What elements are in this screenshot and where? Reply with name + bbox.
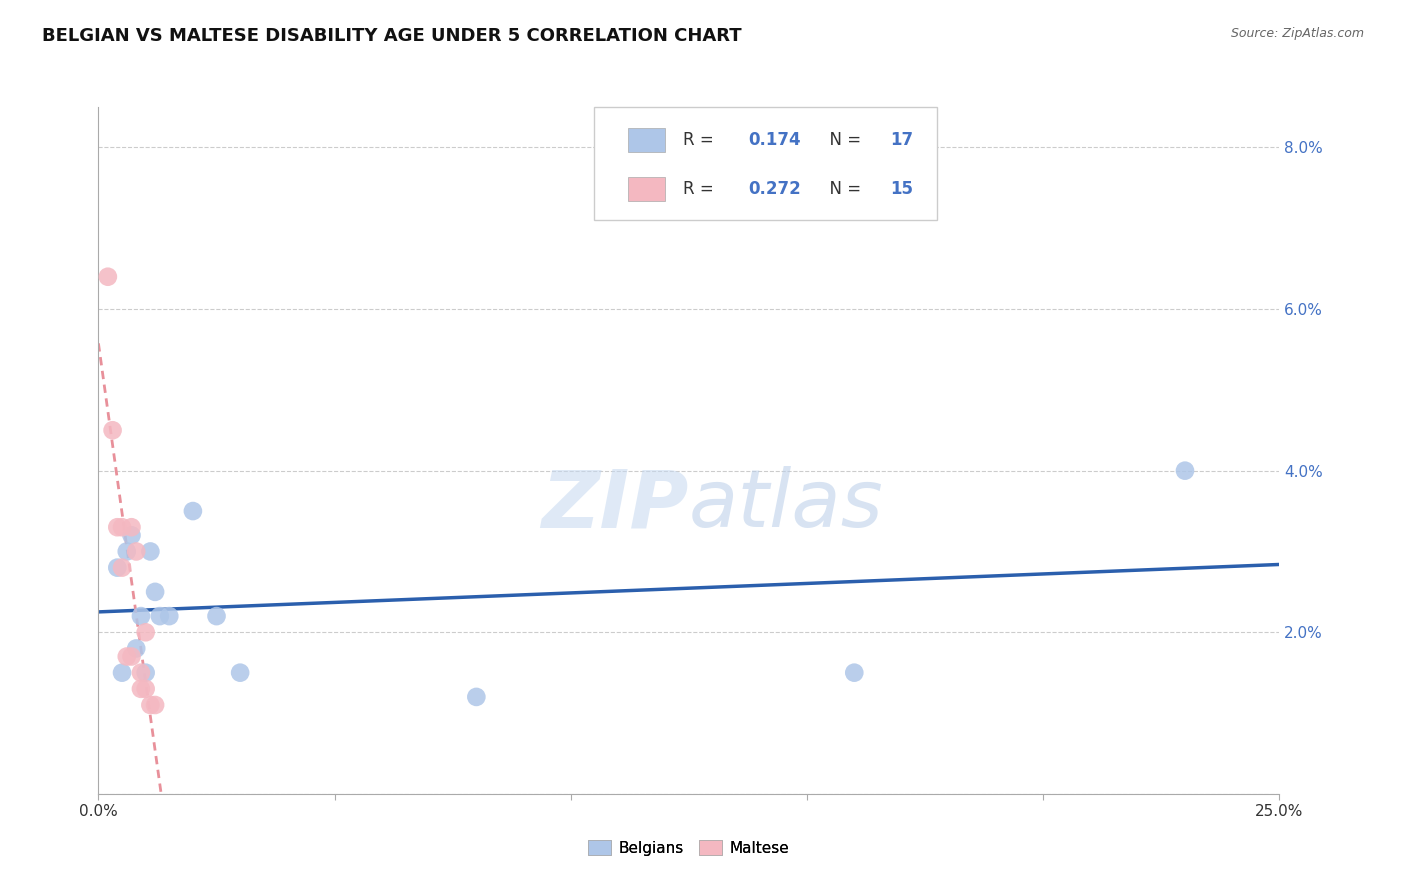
Text: R =: R = xyxy=(683,130,718,149)
Point xyxy=(121,528,143,542)
Point xyxy=(139,698,162,712)
Point xyxy=(115,649,138,664)
Point xyxy=(105,520,128,534)
Text: ZIP: ZIP xyxy=(541,467,689,544)
Point xyxy=(844,665,866,680)
Text: N =: N = xyxy=(818,180,866,198)
Text: R =: R = xyxy=(683,180,718,198)
Point xyxy=(97,269,120,284)
FancyBboxPatch shape xyxy=(627,177,665,201)
Text: N =: N = xyxy=(818,130,866,149)
Point xyxy=(111,665,134,680)
Point xyxy=(101,423,124,437)
Point xyxy=(135,665,157,680)
Point xyxy=(139,544,162,558)
Text: Source: ZipAtlas.com: Source: ZipAtlas.com xyxy=(1230,27,1364,40)
Text: 0.272: 0.272 xyxy=(748,180,801,198)
Point xyxy=(111,560,134,574)
Point xyxy=(125,641,148,656)
Point xyxy=(129,609,152,624)
Point xyxy=(1174,464,1197,478)
Point xyxy=(205,609,228,624)
Point xyxy=(111,520,134,534)
Point xyxy=(229,665,252,680)
Text: 17: 17 xyxy=(890,130,912,149)
Point xyxy=(129,681,152,696)
Point xyxy=(135,681,157,696)
Point xyxy=(181,504,204,518)
FancyBboxPatch shape xyxy=(627,128,665,152)
Text: atlas: atlas xyxy=(689,467,884,544)
Legend: Belgians, Maltese: Belgians, Maltese xyxy=(582,834,796,862)
Point xyxy=(129,665,152,680)
Point xyxy=(121,649,143,664)
Point xyxy=(157,609,180,624)
Text: 0.174: 0.174 xyxy=(748,130,800,149)
Point xyxy=(115,544,138,558)
Point xyxy=(105,560,128,574)
Point xyxy=(143,585,166,599)
Point xyxy=(135,625,157,640)
Point xyxy=(125,544,148,558)
Text: 15: 15 xyxy=(890,180,912,198)
FancyBboxPatch shape xyxy=(595,107,936,220)
Point xyxy=(465,690,488,704)
Point xyxy=(121,520,143,534)
Point xyxy=(149,609,172,624)
Text: BELGIAN VS MALTESE DISABILITY AGE UNDER 5 CORRELATION CHART: BELGIAN VS MALTESE DISABILITY AGE UNDER … xyxy=(42,27,742,45)
Point xyxy=(143,698,166,712)
